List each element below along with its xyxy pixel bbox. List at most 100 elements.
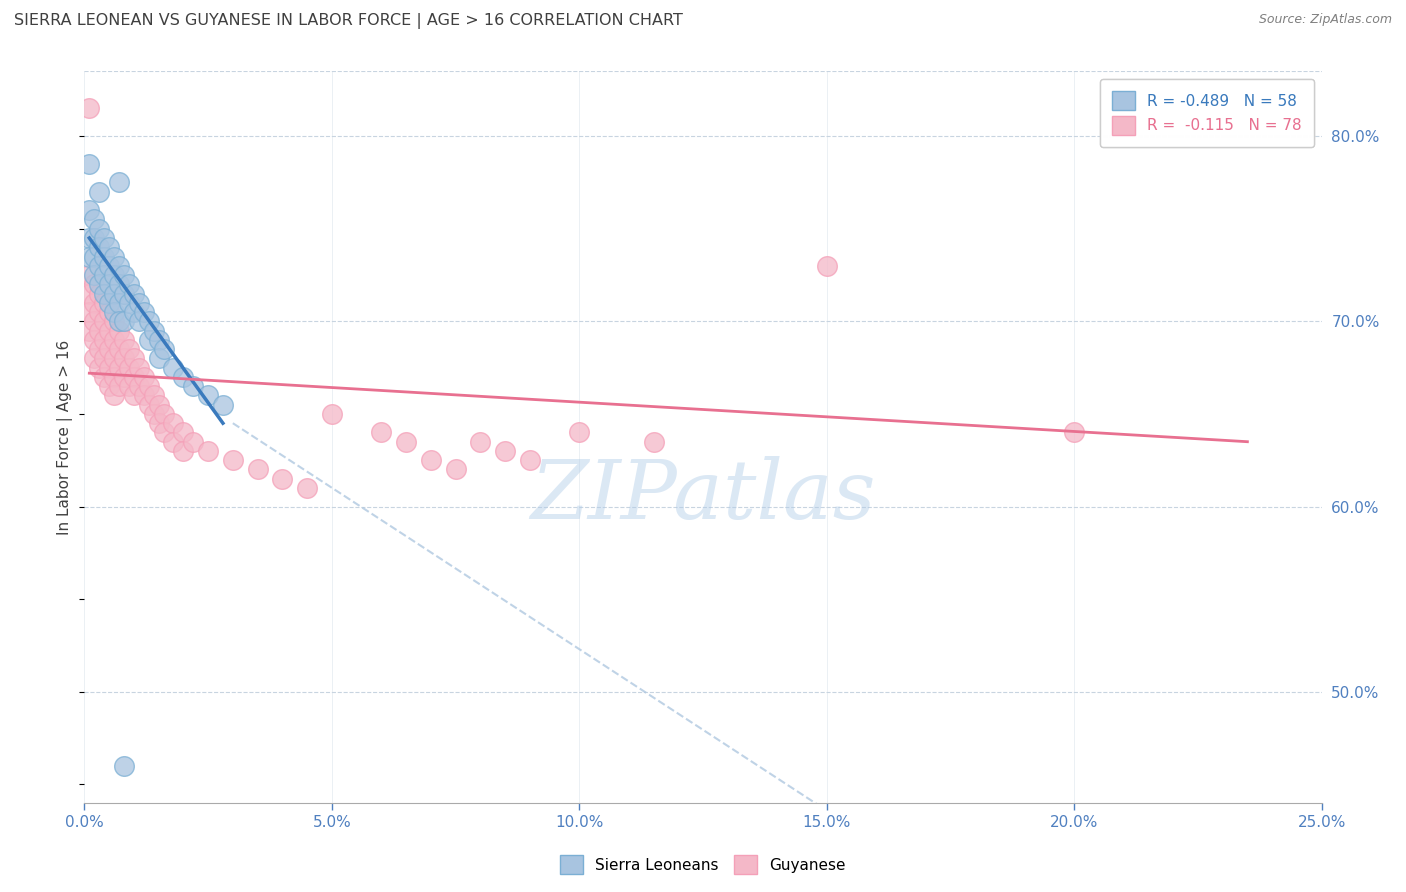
Point — [118, 379, 141, 393]
Point — [79, 157, 101, 171]
Point — [108, 295, 131, 310]
Point — [246, 462, 269, 476]
Point — [162, 360, 184, 375]
Point — [83, 231, 105, 245]
Point — [93, 268, 115, 282]
Point — [89, 360, 111, 375]
Point — [83, 295, 105, 310]
Point — [148, 351, 170, 366]
Point — [103, 250, 125, 264]
Point — [132, 305, 155, 319]
Point — [98, 259, 121, 273]
Point — [271, 472, 294, 486]
Point — [108, 314, 131, 328]
Point — [79, 305, 101, 319]
Point — [128, 360, 150, 375]
Point — [112, 351, 135, 366]
Point — [295, 481, 318, 495]
Point — [83, 268, 105, 282]
Point — [419, 453, 441, 467]
Point — [142, 324, 165, 338]
Point — [89, 240, 111, 254]
Point — [103, 370, 125, 384]
Point — [112, 333, 135, 347]
Point — [108, 259, 131, 273]
Point — [118, 360, 141, 375]
Point — [181, 434, 204, 449]
Point — [98, 342, 121, 356]
Point — [108, 324, 131, 338]
Point — [128, 379, 150, 393]
Point — [142, 407, 165, 421]
Point — [108, 176, 131, 190]
Point — [197, 444, 219, 458]
Point — [112, 758, 135, 772]
Text: ZIPatlas: ZIPatlas — [530, 456, 876, 535]
Point — [118, 277, 141, 292]
Point — [79, 102, 101, 116]
Point — [815, 259, 838, 273]
Point — [122, 388, 145, 402]
Point — [122, 370, 145, 384]
Point — [79, 203, 101, 218]
Point — [321, 407, 343, 421]
Point — [128, 295, 150, 310]
Point — [128, 314, 150, 328]
Text: SIERRA LEONEAN VS GUYANESE IN LABOR FORCE | AGE > 16 CORRELATION CHART: SIERRA LEONEAN VS GUYANESE IN LABOR FORC… — [14, 13, 683, 29]
Point — [568, 425, 591, 440]
Point — [98, 240, 121, 254]
Point — [83, 333, 105, 347]
Point — [132, 370, 155, 384]
Point — [470, 434, 492, 449]
Point — [494, 444, 516, 458]
Point — [519, 453, 541, 467]
Point — [643, 434, 665, 449]
Point — [370, 425, 392, 440]
Point — [103, 305, 125, 319]
Point — [212, 398, 235, 412]
Point — [103, 314, 125, 328]
Point — [148, 333, 170, 347]
Point — [103, 351, 125, 366]
Point — [172, 425, 194, 440]
Point — [89, 259, 111, 273]
Point — [83, 212, 105, 227]
Point — [93, 295, 115, 310]
Point — [98, 295, 121, 310]
Point — [118, 342, 141, 356]
Point — [89, 342, 111, 356]
Point — [103, 286, 125, 301]
Point — [98, 305, 121, 319]
Point — [108, 277, 131, 292]
Point — [93, 370, 115, 384]
Point — [148, 416, 170, 430]
Point — [132, 388, 155, 402]
Legend: Sierra Leoneans, Guyanese: Sierra Leoneans, Guyanese — [554, 849, 852, 880]
Point — [89, 305, 111, 319]
Point — [112, 268, 135, 282]
Point — [222, 453, 245, 467]
Point — [172, 370, 194, 384]
Point — [93, 351, 115, 366]
Point — [122, 305, 145, 319]
Point — [152, 407, 174, 421]
Point — [83, 351, 105, 366]
Point — [103, 388, 125, 402]
Point — [162, 434, 184, 449]
Point — [172, 444, 194, 458]
Point — [112, 370, 135, 384]
Point — [152, 425, 174, 440]
Point — [79, 324, 101, 338]
Point — [142, 388, 165, 402]
Point — [152, 342, 174, 356]
Point — [1063, 425, 1085, 440]
Point — [93, 333, 115, 347]
Point — [98, 379, 121, 393]
Point — [93, 231, 115, 245]
Point — [112, 286, 135, 301]
Point — [118, 295, 141, 310]
Point — [79, 250, 101, 264]
Point — [108, 342, 131, 356]
Text: Source: ZipAtlas.com: Source: ZipAtlas.com — [1258, 13, 1392, 27]
Point — [122, 351, 145, 366]
